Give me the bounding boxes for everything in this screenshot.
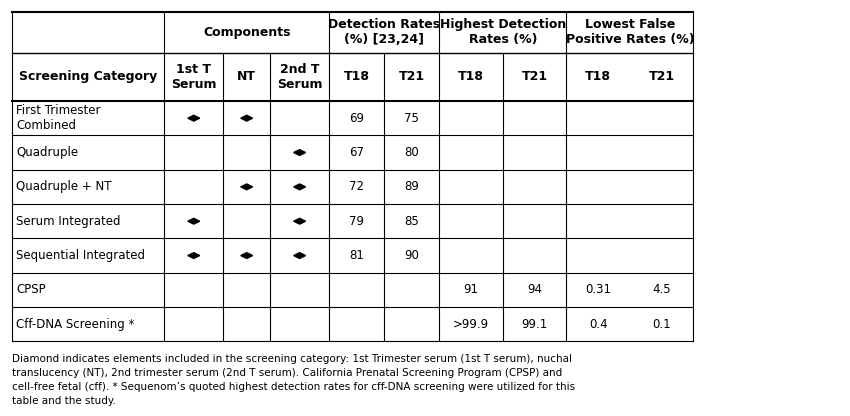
Text: 80: 80 bbox=[405, 146, 419, 159]
Polygon shape bbox=[294, 253, 305, 258]
Text: First Trimester
Combined: First Trimester Combined bbox=[16, 104, 100, 132]
Polygon shape bbox=[241, 184, 252, 190]
Text: 4.5: 4.5 bbox=[652, 283, 671, 296]
Polygon shape bbox=[188, 218, 200, 224]
Text: NT: NT bbox=[237, 70, 256, 83]
Text: Serum Integrated: Serum Integrated bbox=[16, 215, 121, 228]
Text: 0.4: 0.4 bbox=[589, 318, 608, 331]
Text: Quadruple: Quadruple bbox=[16, 146, 78, 159]
Polygon shape bbox=[241, 253, 252, 258]
Text: 91: 91 bbox=[463, 283, 479, 296]
Text: 81: 81 bbox=[349, 249, 364, 262]
Text: 0.1: 0.1 bbox=[652, 318, 671, 331]
Text: Detection Rates
(%) [23,24]: Detection Rates (%) [23,24] bbox=[328, 18, 440, 46]
Text: 67: 67 bbox=[349, 146, 365, 159]
Text: 79: 79 bbox=[349, 215, 365, 228]
Text: 0.31: 0.31 bbox=[585, 283, 611, 296]
Polygon shape bbox=[294, 218, 305, 224]
Polygon shape bbox=[294, 150, 305, 156]
Text: T21: T21 bbox=[399, 70, 425, 83]
Text: 2nd T
Serum: 2nd T Serum bbox=[277, 63, 322, 91]
Text: T18: T18 bbox=[343, 70, 370, 83]
Text: T21: T21 bbox=[649, 70, 675, 83]
Polygon shape bbox=[188, 115, 200, 121]
Text: 69: 69 bbox=[349, 111, 365, 125]
Text: T18: T18 bbox=[458, 70, 484, 83]
Text: T21: T21 bbox=[522, 70, 547, 83]
Text: >99.9: >99.9 bbox=[453, 318, 489, 331]
Polygon shape bbox=[188, 253, 200, 258]
Text: 90: 90 bbox=[405, 249, 419, 262]
Text: 72: 72 bbox=[349, 181, 365, 193]
Text: 94: 94 bbox=[527, 283, 542, 296]
Text: Quadruple + NT: Quadruple + NT bbox=[16, 181, 111, 193]
Text: CPSP: CPSP bbox=[16, 283, 46, 296]
Text: Highest Detection
Rates (%): Highest Detection Rates (%) bbox=[439, 18, 566, 46]
Text: 75: 75 bbox=[405, 111, 419, 125]
Polygon shape bbox=[294, 184, 305, 190]
Text: 1st T
Serum: 1st T Serum bbox=[171, 63, 217, 91]
Text: Sequential Integrated: Sequential Integrated bbox=[16, 249, 145, 262]
Text: 89: 89 bbox=[405, 181, 419, 193]
Text: 85: 85 bbox=[405, 215, 419, 228]
Polygon shape bbox=[241, 115, 252, 121]
Text: Cff-DNA Screening *: Cff-DNA Screening * bbox=[16, 318, 134, 331]
Text: T18: T18 bbox=[585, 70, 611, 83]
Text: Screening Category: Screening Category bbox=[19, 70, 157, 83]
Text: Diamond indicates elements included in the screening category: 1st Trimester ser: Diamond indicates elements included in t… bbox=[12, 354, 575, 406]
Text: Lowest False
Positive Rates (%): Lowest False Positive Rates (%) bbox=[565, 18, 694, 46]
Text: 99.1: 99.1 bbox=[521, 318, 547, 331]
Text: Components: Components bbox=[203, 26, 291, 39]
